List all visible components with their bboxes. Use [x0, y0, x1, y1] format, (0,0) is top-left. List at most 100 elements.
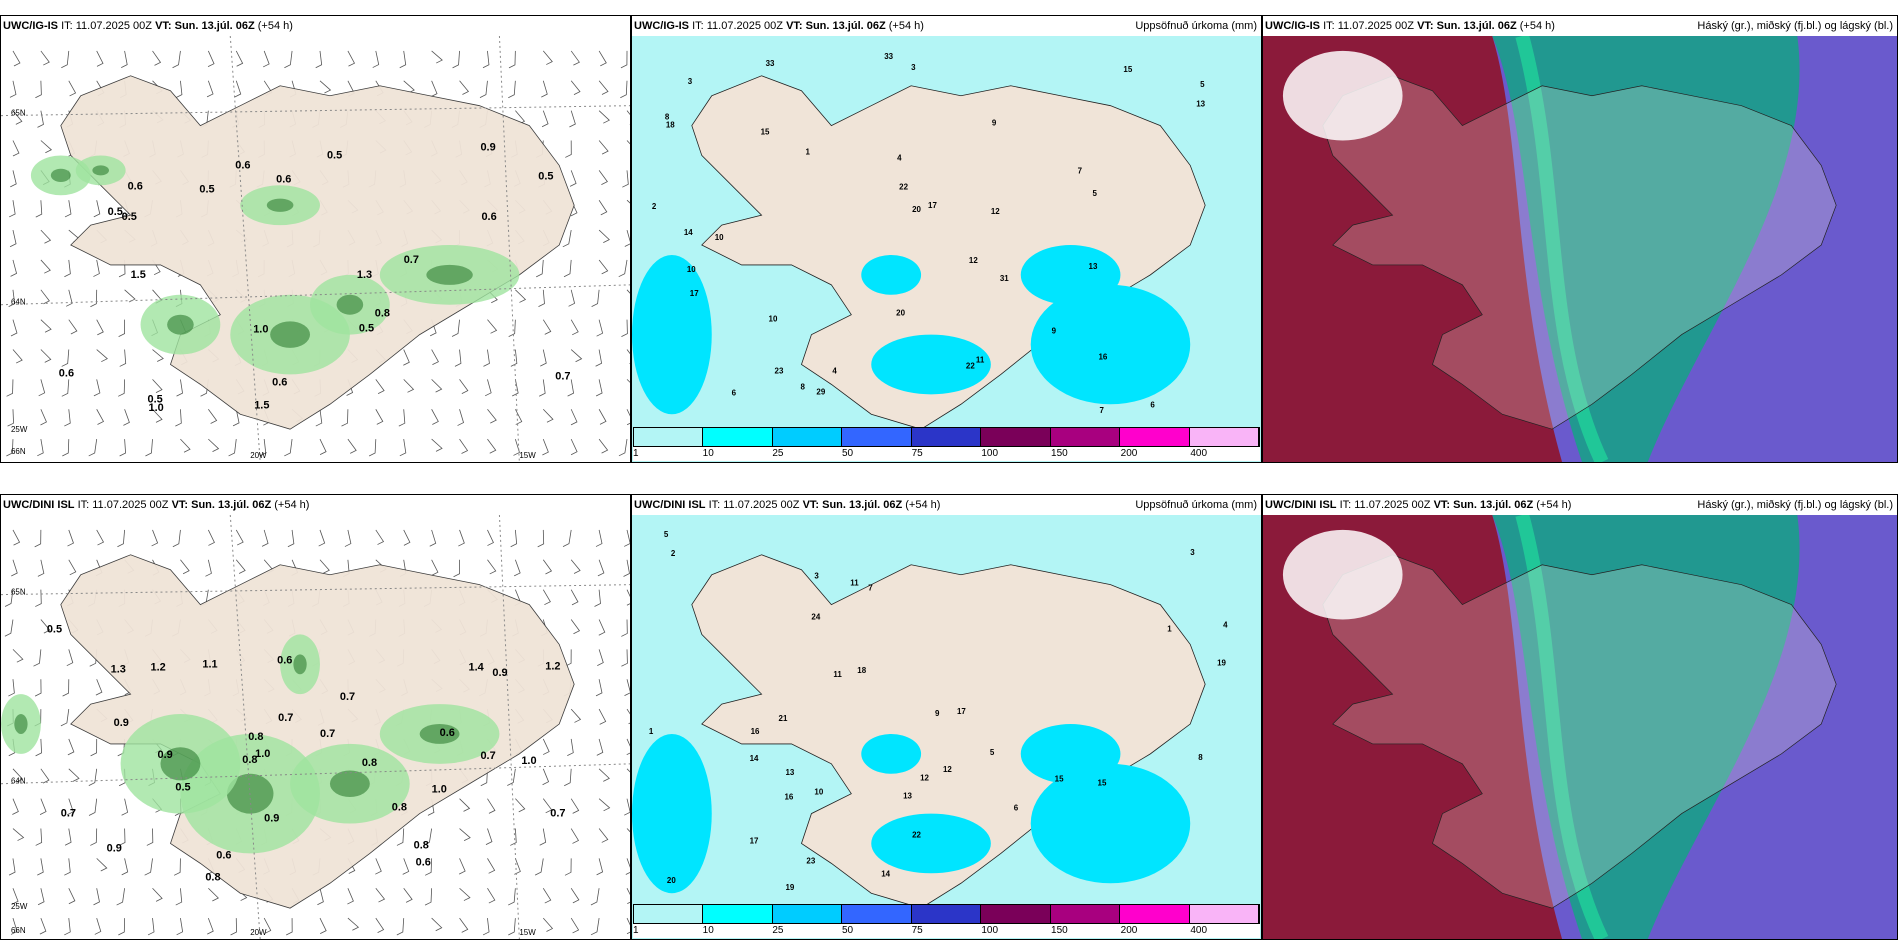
wind-barb — [151, 529, 159, 547]
wind-value-label: 0.6 — [416, 856, 431, 868]
wind-value-label: 0.9 — [107, 842, 122, 854]
precip-value-label: 19 — [1217, 658, 1226, 667]
wind-barb — [595, 529, 603, 547]
precip-value-label: 17 — [690, 289, 699, 298]
precip-value-label: 15 — [1055, 775, 1064, 784]
precip-value-label: 21 — [779, 714, 788, 723]
precip-value-label: 12 — [969, 256, 978, 265]
wind-barb — [538, 289, 545, 307]
wind-barb — [542, 888, 552, 904]
precip-10-25mm — [861, 733, 922, 774]
wind-barb — [172, 50, 181, 69]
wind-barb — [175, 409, 182, 427]
wind-value-label: 1.0 — [432, 784, 447, 796]
wind-barb — [590, 888, 600, 906]
wind-value-label: 0.7 — [550, 808, 565, 820]
wind-barb — [116, 888, 126, 906]
map-area: 2 3 7 5 8 6 10 9 4 15 17 13 33 18 15 10 11 14 12 20 9 16 13 22 2… — [632, 36, 1261, 462]
wind-barb — [482, 918, 490, 936]
wind-barb — [121, 858, 129, 876]
colorbar-swatch — [842, 905, 912, 923]
colorbar-swatch — [842, 428, 912, 446]
wind-barb — [228, 439, 237, 457]
wind-barb — [452, 50, 460, 69]
valid-time: Sun. 13.júl. 06Z — [1453, 499, 1534, 511]
colorbar-tick-label: 50 — [841, 925, 854, 936]
wind-barb — [40, 259, 51, 274]
precip-value-label: 5 — [1093, 189, 1098, 198]
wind-barb — [8, 200, 16, 218]
model-name: UWC/IG-IS — [1265, 20, 1320, 32]
wind-barb — [598, 828, 609, 843]
panel-header: UWC/IG-IS IT: 11.07.2025 00Z VT: Sun. 13… — [1263, 16, 1897, 36]
precip-10-25mm — [1020, 245, 1121, 305]
wind-barb — [567, 738, 574, 757]
wind-barb — [68, 768, 80, 782]
wind-barb — [118, 828, 126, 846]
wind-value-label: 1.3 — [357, 269, 372, 281]
wind-value-label: 0.9 — [158, 749, 173, 761]
precip-value-label: 3 — [688, 77, 693, 86]
wind-barb — [4, 619, 14, 637]
wind-value-label: 0.8 — [362, 757, 377, 769]
precip-value-label: 20 — [912, 205, 921, 214]
wind-barb — [152, 408, 163, 423]
precip-colorbar: 1 10 25 50 75 100 150 200 400 — [633, 904, 1260, 938]
axis-label: 25W — [11, 425, 28, 434]
wind-speed-shading-strong — [329, 770, 370, 798]
wind-barb — [64, 858, 71, 876]
wind-barb — [542, 798, 553, 814]
iceland-land — [691, 75, 1206, 430]
wind-barb — [317, 888, 324, 906]
axis-label: 64N — [11, 298, 26, 307]
wind-barb — [40, 289, 50, 305]
wind-barb — [510, 349, 518, 367]
precip-value-label: 10 — [769, 315, 778, 324]
precip-value-label: 18 — [857, 666, 866, 675]
wind-barb — [507, 768, 516, 786]
wind-value-label: 0.7 — [340, 691, 355, 703]
wind-barb — [8, 289, 16, 307]
wind-barb — [598, 708, 607, 725]
wind-value-label: 0.7 — [555, 370, 570, 382]
wind-barb — [68, 80, 77, 97]
wind-barb — [618, 259, 628, 278]
init-time: 11.07.2025 00Z — [1354, 499, 1431, 511]
iceland-outline — [1322, 554, 1837, 909]
precip-value-label: 2 — [652, 202, 657, 211]
wind-barb — [459, 798, 471, 812]
wind-barb — [459, 828, 471, 842]
axis-label: 66N — [11, 926, 26, 935]
valid-time-label: VT: — [802, 499, 820, 511]
wind-barb — [598, 50, 607, 67]
wind-barb — [457, 409, 465, 426]
wind-barb — [90, 828, 98, 846]
wind-barb — [542, 589, 551, 606]
wind-barb — [35, 80, 42, 99]
wind-barb — [10, 259, 18, 277]
wind-barb — [262, 50, 270, 68]
wind-barb — [541, 80, 548, 98]
wind-barb — [375, 858, 382, 875]
wind-barb — [96, 319, 104, 336]
colorbar-swatch — [1189, 905, 1259, 923]
colorbar-tick-label: 150 — [1051, 925, 1068, 936]
colorbar-swatch — [634, 905, 704, 923]
wind-barb — [372, 50, 380, 68]
wind-barb — [147, 918, 155, 936]
wind-barb — [64, 918, 71, 936]
wind-barb — [564, 768, 572, 787]
lead-time: (+54 h) — [257, 20, 293, 32]
wind-barb — [515, 289, 527, 303]
wind-barb — [429, 529, 437, 547]
precip-value-label: 5 — [664, 530, 669, 539]
wind-barb — [598, 140, 609, 155]
wind-barb — [487, 559, 497, 575]
wind-barb — [93, 379, 101, 397]
wind-value-label: 0.6 — [59, 367, 74, 379]
map-panel-dini-cloud: UWC/DINI ISL IT: 11.07.2025 00Z VT: Sun.… — [1262, 494, 1898, 940]
wind-barb — [123, 409, 130, 426]
wind-barb — [11, 888, 19, 905]
wind-barb — [375, 409, 384, 425]
precip-value-label: 3 — [1190, 548, 1195, 557]
